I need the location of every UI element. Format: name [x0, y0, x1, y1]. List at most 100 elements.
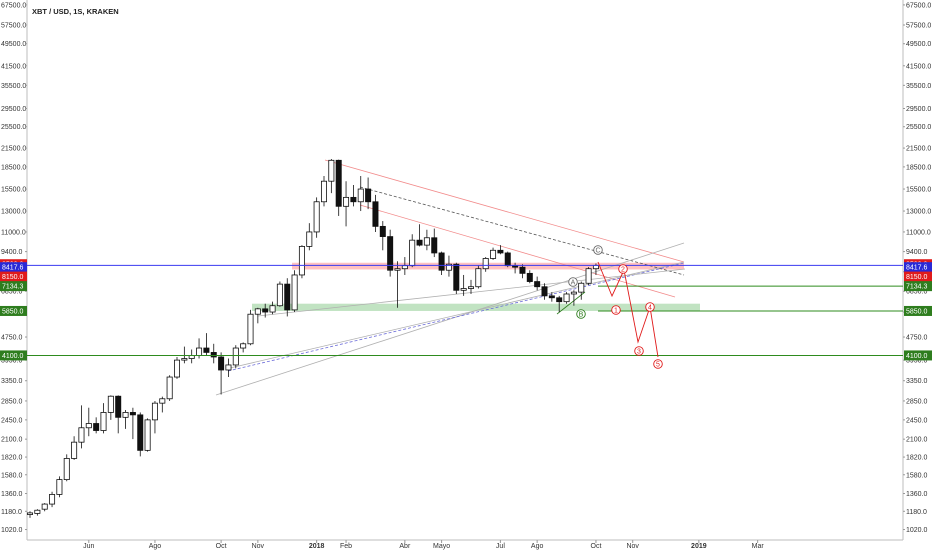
candle-body — [151, 402, 158, 421]
candle-body — [490, 249, 497, 259]
candle-body — [585, 268, 592, 284]
y-tick-label-right: 57500.0 — [906, 22, 931, 29]
candle-body — [343, 196, 350, 207]
candle — [144, 418, 151, 452]
wave-label: 1 — [614, 308, 618, 315]
candle-body — [504, 252, 511, 267]
x-tick-label: Oct — [591, 543, 602, 550]
y-tick-label-left: 49500.0 — [1, 41, 26, 48]
candle-body — [379, 225, 386, 237]
wave-label-circle — [611, 305, 621, 315]
price-tag-right — [904, 305, 932, 316]
y-tick-label-right: 1820.0 — [906, 455, 928, 462]
candle-body — [26, 512, 33, 515]
candle-body — [173, 359, 180, 378]
x-tick-label: Nov — [626, 543, 639, 550]
price-tag-right-label: 4100.0 — [906, 353, 928, 360]
price-tag-right-label: 5850.0 — [906, 308, 928, 315]
candle — [350, 185, 357, 207]
candle-body — [284, 283, 291, 311]
candles — [26, 159, 599, 518]
y-tick-label-right: 15500.0 — [906, 187, 931, 194]
candle-body — [320, 180, 327, 203]
candle — [357, 176, 364, 212]
wave-label: 3 — [637, 349, 641, 356]
candle — [394, 261, 401, 308]
candle-body — [570, 291, 577, 295]
x-tick-label: 2018 — [309, 543, 325, 550]
price-tag-left-label: 8150.0 — [2, 274, 24, 281]
candle — [438, 251, 445, 275]
y-tick-label-left: 1360.0 — [1, 491, 23, 498]
trendline — [359, 186, 685, 276]
wave-projection: A B C 1 2 3 4 5 — [568, 245, 663, 369]
x-tick-label: Abr — [399, 543, 411, 550]
x-tick-label: Ago — [149, 543, 162, 550]
candle-body — [438, 252, 445, 271]
candle — [115, 395, 122, 434]
candle-body — [350, 196, 357, 203]
candle-body — [196, 347, 203, 356]
y-tick-label-left: 1580.0 — [1, 472, 23, 479]
candle-body — [129, 412, 136, 416]
price-tag-left — [0, 262, 27, 273]
y-tick-label-right: 9400.0 — [906, 249, 928, 256]
price-tag-left — [0, 271, 27, 282]
candle — [159, 396, 166, 413]
y-tick-label-left: 2100.0 — [1, 437, 23, 444]
candle-body — [247, 313, 254, 345]
candle-body — [445, 263, 452, 271]
candle-body — [306, 231, 313, 247]
candle — [482, 257, 489, 272]
candle-body — [482, 258, 489, 270]
trendline — [556, 291, 586, 315]
y-tick-label-left: 41500.0 — [1, 63, 26, 70]
y-axis-left: 67500.0 57500.0 49500.0 41500.0 35500.0 29500… — [1, 2, 27, 534]
y-tick-label-right: 67500.0 — [906, 2, 931, 9]
candle — [578, 281, 585, 300]
y-tick-label-right: 2100.0 — [906, 437, 928, 444]
candle — [570, 290, 577, 306]
y-tick-label-left: 3350.0 — [1, 378, 23, 385]
candle — [541, 283, 548, 300]
candle-body — [166, 376, 173, 400]
price-tag-right — [904, 262, 932, 273]
candle-body — [85, 423, 92, 429]
candle — [151, 400, 158, 434]
candle-body — [181, 358, 188, 361]
candle — [34, 509, 41, 516]
candle — [504, 251, 511, 268]
candle — [56, 476, 63, 498]
candle-body — [41, 503, 48, 510]
price-tag-left — [0, 305, 27, 316]
candle-body — [78, 427, 85, 443]
candle — [320, 176, 327, 207]
candle-body — [497, 249, 504, 254]
trendline — [215, 242, 685, 396]
candle — [240, 342, 247, 353]
y-tick-label-right: 1580.0 — [906, 472, 928, 479]
candle-body — [313, 201, 320, 233]
x-tick-label: Feb — [340, 543, 352, 550]
candle — [269, 301, 276, 315]
trendline — [229, 261, 685, 369]
wave-label: C — [595, 248, 600, 255]
candle — [93, 417, 100, 434]
price-tag-right — [904, 350, 932, 361]
candle-body — [401, 265, 408, 270]
candle-body — [357, 188, 364, 203]
candle-body — [519, 266, 526, 274]
y-tick-label-right: 35500.0 — [906, 83, 931, 90]
candle-body — [137, 414, 144, 451]
candle-body — [394, 268, 401, 271]
candle — [519, 264, 526, 279]
price-tag-left — [0, 350, 27, 361]
candle-body — [49, 494, 56, 505]
candle — [262, 303, 269, 318]
candle — [387, 229, 394, 277]
y-tick-label-right: 2450.0 — [906, 417, 928, 424]
y-tick-label-right: 1020.0 — [906, 527, 928, 534]
x-tick-label: Jul — [496, 543, 505, 550]
candle-body — [335, 159, 342, 207]
chart-title: XBT / USD, 1S, KRAKEN — [32, 7, 119, 16]
